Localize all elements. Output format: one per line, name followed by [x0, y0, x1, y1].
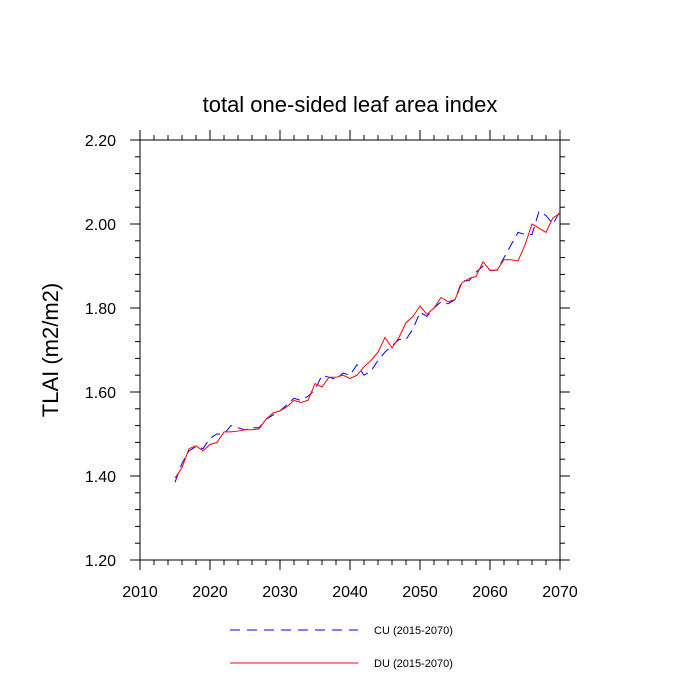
- x-tick-label: 2070: [542, 584, 578, 601]
- y-tick-label: 2.00: [85, 217, 116, 234]
- x-tick-label: 2040: [332, 584, 368, 601]
- x-tick-label: 2010: [122, 584, 158, 601]
- y-axis-label: TLAI (m2/m2): [38, 283, 63, 417]
- series-line-cu: [174, 210, 561, 483]
- series-line-du: [174, 213, 561, 479]
- chart-title: total one-sided leaf area index: [203, 92, 498, 117]
- y-tick-label: 1.80: [85, 301, 116, 318]
- y-tick-label: 1.40: [85, 469, 116, 486]
- x-tick-label: 2060: [472, 584, 508, 601]
- series-lines: [174, 210, 561, 483]
- plot-frame: [139, 139, 561, 561]
- x-tick-label: 2030: [262, 584, 298, 601]
- legend-label-cu: CU (2015-2070): [374, 625, 453, 637]
- axis-ticks: 2010 2020 2030 2040 2050 2060 2070 1.20 1.40 1.60…: [85, 130, 578, 601]
- x-tick-label: 2050: [402, 584, 438, 601]
- legend-label-du: DU (2015-2070): [374, 658, 453, 670]
- y-tick-label: 1.20: [85, 553, 116, 570]
- y-tick-label: 1.60: [85, 385, 116, 402]
- legend: CU (2015-2070) DU (2015-2070): [230, 625, 453, 670]
- y-tick-label: 2.20: [85, 133, 116, 150]
- x-tick-label: 2020: [192, 584, 228, 601]
